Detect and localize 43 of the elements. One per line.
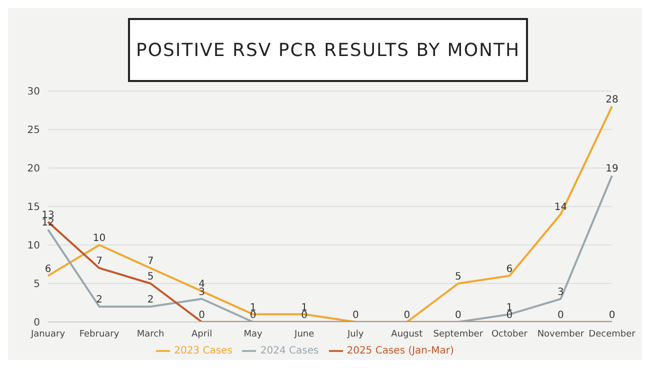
data-label: 12 — [42, 218, 54, 229]
data-label: 0 — [608, 310, 616, 321]
x-tick-label: February — [79, 329, 120, 340]
y-tick-label: 30 — [27, 86, 40, 98]
y-tick-label: 25 — [27, 125, 40, 136]
legend-label: 2024 Cases — [260, 346, 319, 357]
data-label: 6 — [44, 264, 52, 275]
x-tick-label: November — [537, 329, 584, 340]
data-label: 0 — [454, 310, 462, 321]
data-label: 0 — [198, 310, 206, 321]
x-tick-label: October — [491, 329, 528, 340]
legend-label: 2023 Cases — [174, 346, 232, 357]
data-label: 0 — [506, 310, 513, 321]
chart-title: POSITIVE RSV PCR RESULTS BY MONTH — [128, 18, 528, 82]
data-label: 3 — [558, 286, 564, 298]
data-label: 5 — [147, 272, 154, 282]
data-label: 2 — [96, 294, 102, 306]
x-tick-label: August — [391, 329, 424, 340]
x-tick-label: March — [136, 329, 164, 340]
x-tick-label: May — [244, 329, 264, 340]
data-label: 2 — [147, 294, 154, 306]
legend-label: 2025 Cases (Jan-Mar) — [346, 346, 454, 357]
data-label: 10 — [92, 233, 106, 244]
x-tick-label: June — [294, 329, 315, 340]
x-tick-label: July — [346, 329, 364, 340]
data-label: 6 — [506, 264, 513, 275]
x-tick-label: September — [433, 329, 484, 340]
y-tick-label: 0 — [34, 318, 40, 329]
data-label: 0 — [352, 310, 359, 321]
data-label: 0 — [404, 310, 410, 321]
x-tick-label: January — [30, 329, 66, 340]
y-tick-label: 10 — [27, 240, 40, 252]
data-label: 7 — [96, 256, 102, 268]
y-tick-label: 5 — [34, 279, 40, 290]
x-tick-label: April — [192, 329, 212, 340]
data-label: 28 — [606, 94, 618, 106]
data-label: 7 — [147, 256, 154, 268]
data-label: 5 — [454, 272, 462, 282]
data-label: 0 — [558, 310, 564, 321]
x-tick-label: December — [588, 329, 636, 340]
y-tick-label: 15 — [27, 202, 40, 214]
y-tick-label: 20 — [27, 164, 40, 175]
data-label: 19 — [606, 164, 618, 175]
